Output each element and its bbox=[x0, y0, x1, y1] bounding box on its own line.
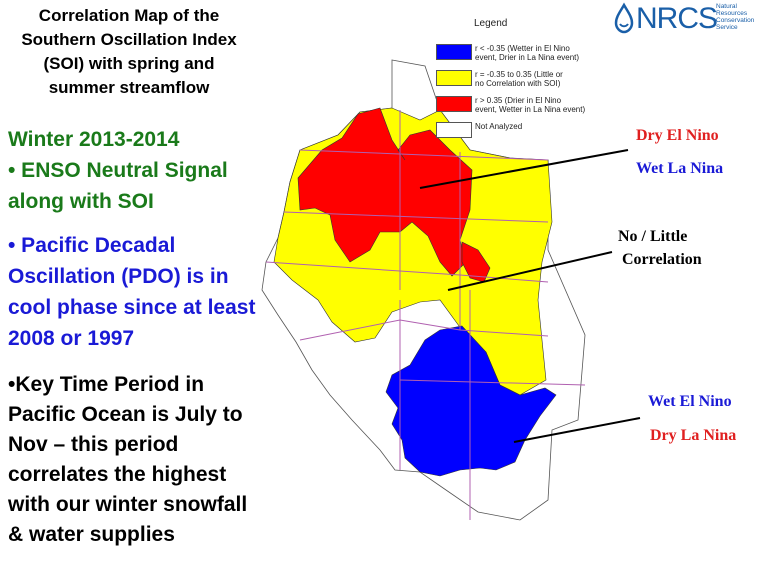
heading-line: along with SOI bbox=[8, 190, 154, 213]
pdo-line: • Pacific Decadal bbox=[8, 234, 176, 257]
logo-sub-line: Service bbox=[716, 24, 738, 31]
winter-heading: Winter 2013-2014 • ENSO Neutral Signal a… bbox=[8, 124, 268, 217]
logo-wordmark: NRCS bbox=[636, 2, 718, 35]
legend-text: no Correlation with SOI) bbox=[475, 79, 561, 88]
title-line: (SOI) with spring and bbox=[43, 54, 215, 73]
legend-text: r < -0.35 (Wetter in El Nino bbox=[475, 44, 570, 53]
nrcs-logo: NRCS Natural Resources Conservation Serv… bbox=[612, 2, 754, 38]
no-little-label: No / Little bbox=[618, 228, 688, 245]
logo-sub-line: Natural bbox=[716, 3, 737, 10]
legend-text: event, Wetter in La Nina event) bbox=[475, 105, 586, 114]
key-period-bullet: •Key Time Period in Pacific Ocean is Jul… bbox=[8, 370, 270, 550]
pdo-line: 2008 or 1997 bbox=[8, 327, 135, 350]
no-correlation-arrow bbox=[447, 251, 613, 291]
key-line: •Key Time Period in bbox=[8, 373, 205, 396]
legend-text: Not Analyzed bbox=[475, 122, 523, 131]
dry-el-nino-arrow bbox=[419, 149, 629, 189]
key-line: correlates the highest bbox=[8, 463, 227, 486]
key-line: with our winter snowfall bbox=[8, 493, 248, 516]
legend-text: event, Drier in La Nina event) bbox=[475, 53, 580, 62]
heading-line: Winter 2013-2014 bbox=[8, 128, 180, 151]
logo-sub-line: Conservation bbox=[716, 17, 755, 24]
correlation-label: Correlation bbox=[622, 251, 702, 268]
legend-text: r = -0.35 to 0.35 (Little or bbox=[475, 70, 563, 79]
heading-line: • ENSO Neutral Signal bbox=[8, 159, 228, 182]
title-line: Southern Oscillation Index bbox=[21, 30, 237, 49]
legend-swatch bbox=[436, 44, 472, 60]
pdo-line: cool phase since at least bbox=[8, 296, 256, 319]
wet-el-nino-label: Wet El Nino bbox=[648, 393, 732, 410]
key-line: & water supplies bbox=[8, 523, 175, 546]
map-title: Correlation Map of the Southern Oscillat… bbox=[4, 4, 254, 100]
key-line: Nov – this period bbox=[8, 433, 179, 456]
dry-la-nina-label: Dry La Nina bbox=[650, 427, 737, 444]
title-line: Correlation Map of the bbox=[38, 6, 220, 25]
water-drop-icon bbox=[614, 2, 634, 34]
wet-el-nino-arrow bbox=[513, 417, 641, 443]
title-line: summer streamflow bbox=[48, 78, 210, 97]
pdo-bullet: • Pacific Decadal Oscillation (PDO) is i… bbox=[8, 230, 270, 354]
logo-subtitle: Natural Resources Conservation Service bbox=[716, 3, 754, 31]
key-line: Pacific Ocean is July to bbox=[8, 403, 243, 426]
legend-label: Not Analyzed bbox=[475, 122, 610, 131]
legend-label: r = -0.35 to 0.35 (Little or no Correlat… bbox=[475, 70, 610, 88]
pdo-line: Oscillation (PDO) is in bbox=[8, 265, 229, 288]
legend-label: r < -0.35 (Wetter in El Nino event, Drie… bbox=[475, 44, 610, 62]
logo-sub-line: Resources bbox=[716, 10, 748, 17]
legend-text: r > 0.35 (Drier in El Nino bbox=[475, 96, 562, 105]
legend-label: r > 0.35 (Drier in El Nino event, Wetter… bbox=[475, 96, 610, 114]
wet-la-nina-label: Wet La Nina bbox=[636, 160, 724, 177]
legend-title: Legend bbox=[474, 18, 508, 29]
legend-swatch bbox=[436, 96, 472, 112]
dry-el-nino-label: Dry El Nino bbox=[636, 127, 719, 144]
legend-swatch bbox=[436, 122, 472, 138]
legend-swatch bbox=[436, 70, 472, 86]
